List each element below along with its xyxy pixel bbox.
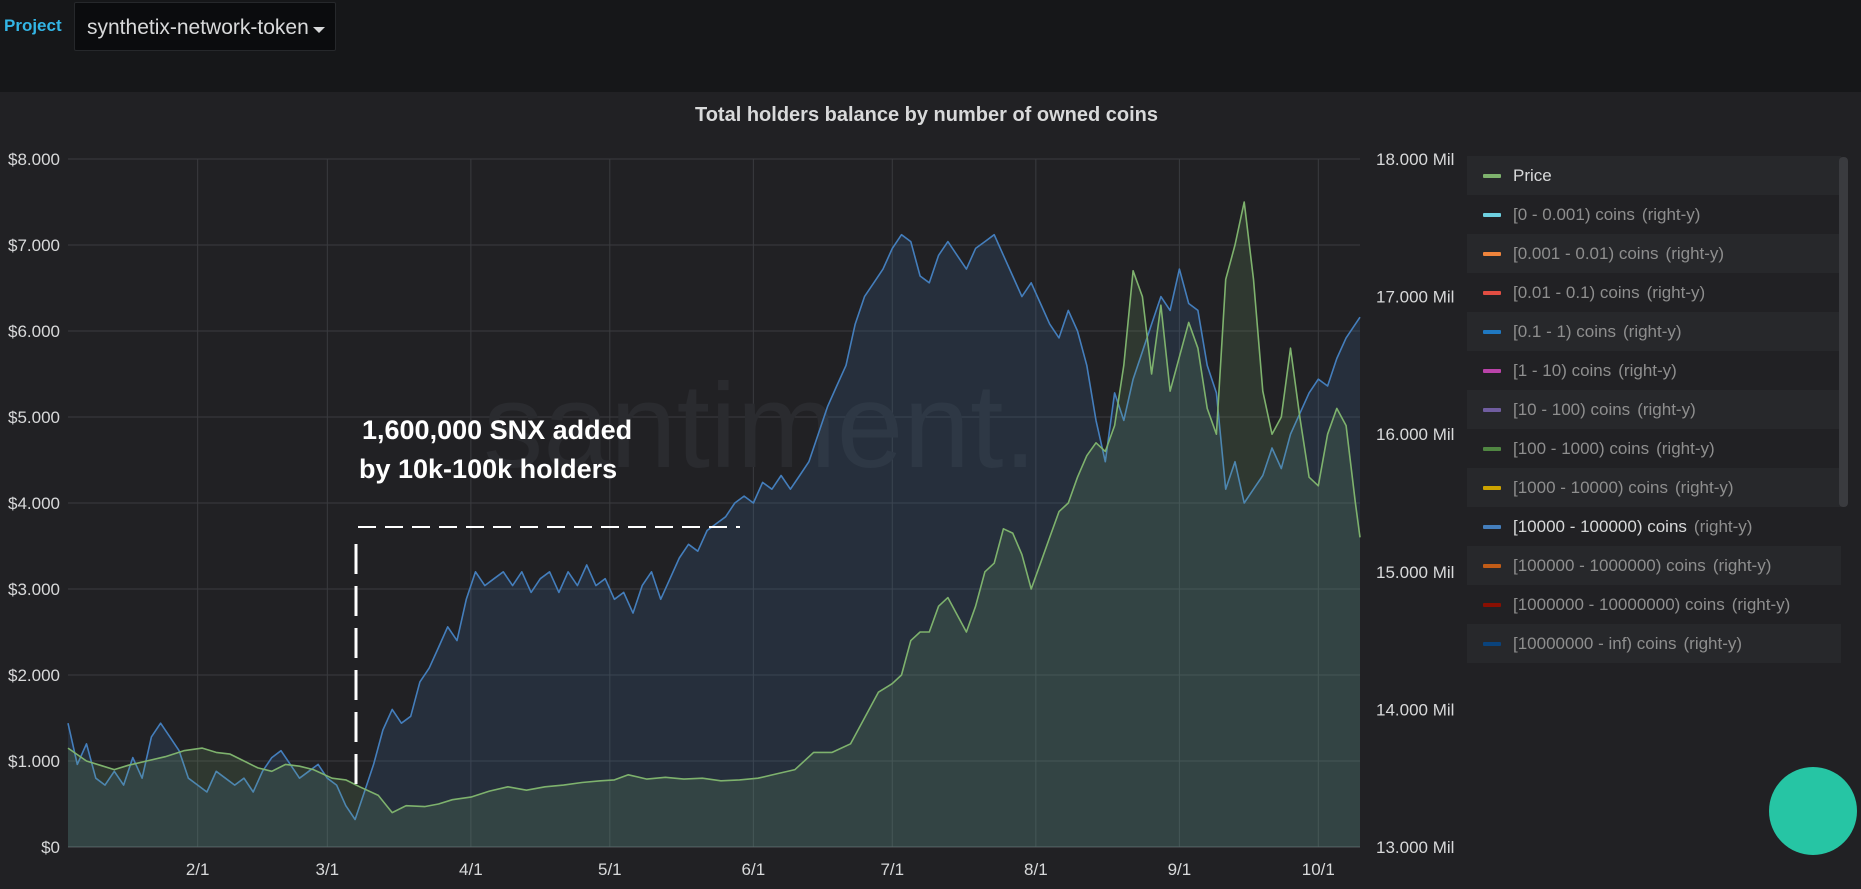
x-tick-label: 2/1 [186, 860, 210, 879]
legend-axis-ref: (right-y) [1665, 243, 1725, 263]
series-layer [67, 201, 1361, 847]
y-left-tick-label: $4.000 [8, 494, 60, 513]
legend-swatch [1483, 251, 1501, 256]
legend-swatch [1483, 329, 1501, 334]
legend-item[interactable]: [1000 - 10000) coins (right-y) [1467, 468, 1841, 507]
y-left-tick-label: $2.000 [8, 666, 60, 685]
legend-swatch [1483, 407, 1501, 412]
legend-swatch [1483, 368, 1501, 373]
legend-item[interactable]: [0.001 - 0.01) coins (right-y) [1467, 234, 1841, 273]
legend-swatch [1483, 290, 1501, 295]
legend-item[interactable]: [100 - 1000) coins (right-y) [1467, 429, 1841, 468]
x-tick-label: 10/1 [1302, 860, 1335, 879]
legend-label: [100 - 1000) coins [1513, 438, 1650, 458]
annotation-bracket [354, 526, 740, 792]
annotation-line-2: by 10k-100k holders [359, 454, 617, 484]
legend-item[interactable]: Price [1467, 156, 1841, 195]
y-left-tick-label: $3.000 [8, 580, 60, 599]
legend-label: [10000000 - inf) coins [1513, 633, 1677, 653]
y-right-tick-label: 13.000 Mil [1376, 838, 1454, 857]
y-left-tick-label: $7.000 [8, 236, 60, 255]
legend: Price [0 - 0.001) coins (right-y) [0.001 - … [1467, 156, 1841, 663]
legend-label: [0 - 0.001) coins [1513, 204, 1635, 224]
series-price-line [67, 201, 1361, 814]
y-right-tick-label: 15.000 Mil [1376, 563, 1454, 582]
legend-item[interactable]: [10000000 - inf) coins (right-y) [1467, 624, 1841, 663]
legend-item[interactable]: [10000 - 100000) coins (right-y) [1467, 507, 1841, 546]
y-right-tick-label: 14.000 Mil [1376, 700, 1454, 719]
axis-ticks: $0 $1.000 $2.000 $3.000 $4.000 $5.000 $6.000 $7… [8, 150, 1454, 879]
legend-swatch [1483, 212, 1501, 217]
series-price-area [68, 202, 1360, 847]
y-left-tick-label: $1.000 [8, 752, 60, 771]
series-holders-10k-100k-area [68, 234, 1360, 847]
x-tick-label: 8/1 [1024, 860, 1048, 879]
legend-swatch [1483, 173, 1501, 178]
annotation-line-1: 1,600,000 SNX added [362, 415, 632, 445]
legend-item[interactable]: [1 - 10) coins (right-y) [1467, 351, 1841, 390]
legend-label: [0.1 - 1) coins [1513, 321, 1616, 341]
legend-label: [1000 - 10000) coins [1513, 477, 1668, 497]
legend-item[interactable]: [10 - 100) coins (right-y) [1467, 390, 1841, 429]
legend-axis-ref: (right-y) [1637, 399, 1696, 419]
legend-item[interactable]: [0.01 - 0.1) coins (right-y) [1467, 273, 1841, 312]
legend-axis-ref: (right-y) [1656, 438, 1715, 458]
legend-swatch [1483, 485, 1501, 490]
y-left-tick-label: $5.000 [8, 408, 60, 427]
legend-axis-ref: (right-y) [1618, 360, 1677, 380]
y-left-tick-label: $8.000 [8, 150, 60, 169]
caret-down-icon [313, 27, 325, 33]
x-tick-label: 6/1 [742, 860, 766, 879]
project-select[interactable]: synthetix-network-token [74, 2, 336, 51]
y-left-tick-label: $6.000 [8, 322, 60, 341]
legend-label: [0.001 - 0.01) coins [1513, 243, 1659, 263]
legend-swatch [1483, 641, 1501, 646]
x-tick-label: 3/1 [316, 860, 340, 879]
project-select-value: synthetix-network-token [87, 16, 309, 39]
watermark-text: santiment. [483, 359, 1037, 493]
legend-label: [0.01 - 0.1) coins [1513, 282, 1640, 302]
chat-fab[interactable] [1769, 767, 1857, 855]
legend-axis-ref: (right-y) [1712, 555, 1772, 575]
x-tick-label: 5/1 [598, 860, 622, 879]
grid [68, 158, 1360, 848]
legend-axis-ref: (right-y) [1675, 477, 1734, 497]
legend-item[interactable]: [0 - 0.001) coins (right-y) [1467, 195, 1841, 234]
x-tick-label: 9/1 [1168, 860, 1192, 879]
legend-axis-ref: (right-y) [1683, 633, 1743, 653]
legend-label: Price [1513, 165, 1552, 185]
top-bar: Project synthetix-network-token [0, 0, 1861, 92]
legend-axis-ref: (right-y) [1623, 321, 1682, 341]
legend-item[interactable]: [1000000 - 10000000) coins (right-y) [1467, 585, 1841, 624]
legend-axis-ref: (right-y) [1641, 204, 1701, 224]
legend-item[interactable]: [0.1 - 1) coins (right-y) [1467, 312, 1841, 351]
legend-label: [10 - 100) coins [1513, 399, 1631, 419]
y-right-tick-label: 18.000 Mil [1376, 150, 1454, 169]
legend-swatch [1483, 602, 1501, 607]
legend-label: [100000 - 1000000) coins [1513, 555, 1706, 575]
legend-axis-ref: (right-y) [1731, 594, 1791, 614]
project-label: Project [4, 16, 62, 35]
legend-label: [1000000 - 10000000) coins [1513, 594, 1725, 614]
legend-axis-ref: (right-y) [1693, 516, 1753, 536]
chart-panel: Total holders balance by number of owned… [0, 92, 1861, 889]
legend-label: [10000 - 100000) coins [1513, 516, 1687, 536]
chart-title: Total holders balance by number of owned… [694, 104, 1159, 126]
legend-scrollbar[interactable] [1839, 157, 1848, 507]
legend-swatch [1483, 446, 1501, 451]
chart-plot[interactable]: santiment. $0 $1.000 $2.000 $3.000 $4.000 $5.… [0, 92, 1861, 889]
y-right-tick-label: 17.000 Mil [1376, 288, 1454, 307]
legend-label: [1 - 10) coins [1513, 360, 1612, 380]
legend-axis-ref: (right-y) [1646, 282, 1706, 302]
y-right-tick-label: 16.000 Mil [1376, 425, 1454, 444]
legend-item[interactable]: [100000 - 1000000) coins (right-y) [1467, 546, 1841, 585]
x-tick-label: 7/1 [880, 860, 904, 879]
legend-swatch [1483, 563, 1501, 568]
y-left-tick-label: $0 [41, 838, 60, 857]
x-tick-label: 4/1 [459, 860, 483, 879]
legend-swatch [1483, 524, 1501, 529]
